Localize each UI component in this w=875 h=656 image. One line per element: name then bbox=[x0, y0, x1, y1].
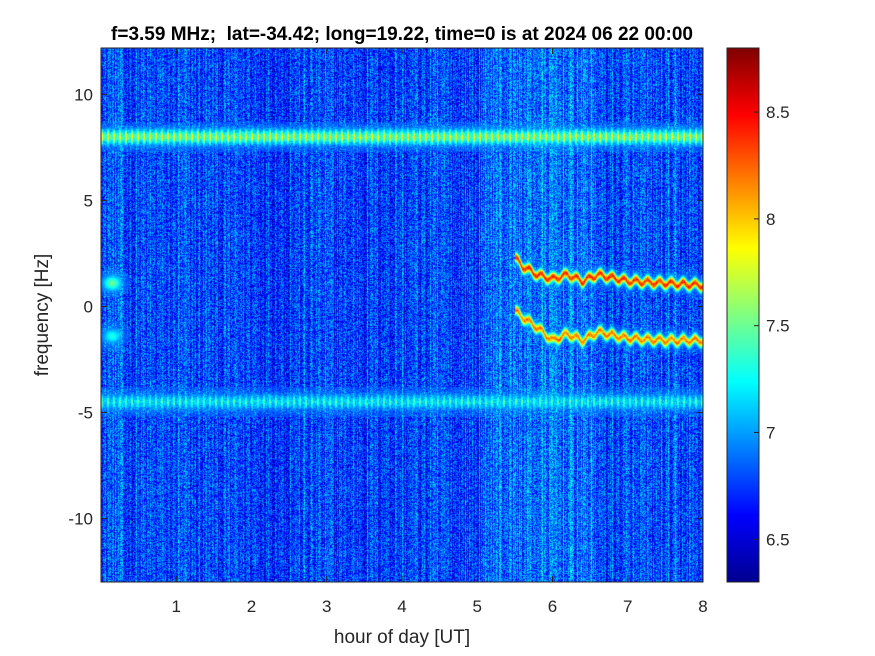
colorbar-tick-label: 7 bbox=[766, 423, 775, 442]
colorbar-ticks: 8.5 8 7.5 7 6.5 bbox=[754, 103, 790, 549]
x-axis: 1 2 3 4 5 6 7 8 bbox=[172, 48, 708, 616]
y-tick-label: 10 bbox=[74, 86, 93, 105]
y-tick-label: -10 bbox=[68, 509, 93, 528]
colorbar-tick-label: 8 bbox=[766, 210, 775, 229]
y-tick-label: 5 bbox=[84, 192, 93, 211]
x-tick-label: 2 bbox=[247, 597, 256, 616]
x-axis-label: hour of day [UT] bbox=[334, 627, 470, 648]
x-tick-label: 7 bbox=[623, 597, 632, 616]
y-tick-label: -5 bbox=[78, 403, 93, 422]
colorbar-bar bbox=[726, 47, 760, 583]
x-tick-label: 3 bbox=[322, 597, 331, 616]
x-tick-label: 4 bbox=[397, 597, 406, 616]
y-axis: 10 5 0 -5 -10 bbox=[68, 86, 703, 528]
x-tick-label: 1 bbox=[172, 597, 181, 616]
heatmap-image bbox=[101, 48, 703, 582]
plot-area bbox=[100, 47, 704, 583]
chart-title: f=3.59 MHz; lat=-34.42; long=19.22, time… bbox=[111, 24, 693, 45]
y-axis-label: frequency [Hz] bbox=[32, 254, 53, 377]
x-tick-label: 6 bbox=[548, 597, 557, 616]
x-tick-label: 8 bbox=[698, 597, 707, 616]
x-tick-label: 5 bbox=[473, 597, 482, 616]
y-tick-label: 0 bbox=[84, 298, 93, 317]
colorbar-tick-label: 7.5 bbox=[766, 317, 790, 336]
colorbar-tick-label: 6.5 bbox=[766, 530, 790, 549]
colorbar: 8.5 8 7.5 7 6.5 bbox=[726, 47, 790, 583]
colorbar-tick-label: 8.5 bbox=[766, 103, 790, 122]
